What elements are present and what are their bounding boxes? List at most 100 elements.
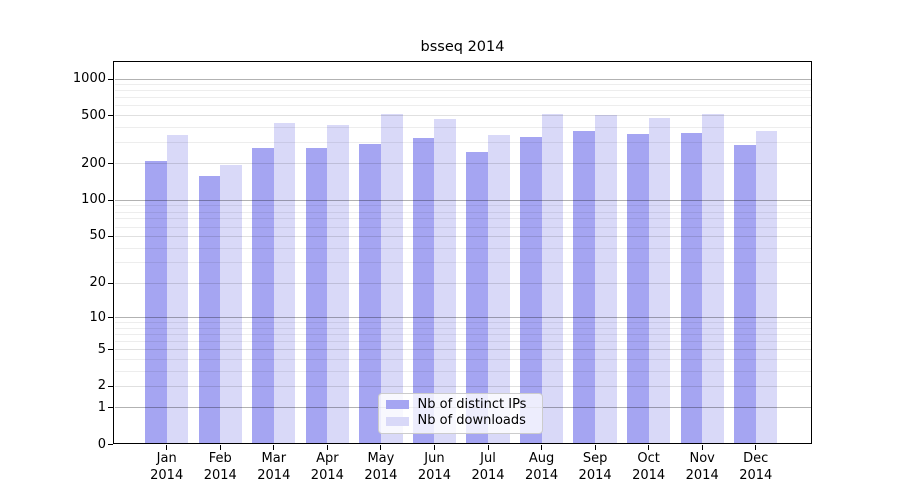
x-tick-mark bbox=[380, 444, 382, 450]
x-tick-month: Jul bbox=[480, 451, 496, 466]
y-tick-mark bbox=[108, 349, 113, 351]
x-tick-mark bbox=[487, 444, 489, 450]
bar-distinct-ips-jan bbox=[145, 161, 167, 445]
bar-distinct-ips-oct bbox=[626, 134, 649, 445]
x-tick-month: Mar bbox=[261, 451, 287, 466]
x-tick-mark bbox=[648, 444, 650, 450]
y-tick-mark bbox=[108, 317, 113, 319]
bar-distinct-ips-mar bbox=[252, 148, 274, 445]
y-tick-mark bbox=[108, 78, 113, 80]
y-tick-label: 200 bbox=[81, 155, 106, 171]
x-tick-year: 2014 bbox=[150, 467, 184, 483]
x-tick-year: 2014 bbox=[739, 467, 773, 483]
x-tick-year: 2014 bbox=[578, 467, 612, 483]
bar-downloads-aug bbox=[541, 114, 564, 445]
bar-distinct-ips-sep bbox=[573, 130, 596, 445]
y-tick-label: 100 bbox=[81, 192, 106, 208]
x-tick-mark bbox=[326, 444, 328, 450]
x-tick-month: Nov bbox=[689, 451, 715, 466]
bar-distinct-ips-jun bbox=[412, 137, 435, 445]
x-tick-month: Dec bbox=[743, 451, 769, 466]
x-tick-mark bbox=[273, 444, 275, 450]
x-tick-year: 2014 bbox=[364, 467, 398, 483]
x-tick-mark bbox=[219, 444, 221, 450]
gridline-decade bbox=[114, 78, 812, 80]
legend-swatch-downloads bbox=[385, 416, 409, 426]
y-tick-label: 2 bbox=[97, 378, 106, 394]
y-tick-mark bbox=[108, 444, 113, 445]
x-tick-year: 2014 bbox=[310, 467, 344, 483]
gridline-minor bbox=[114, 90, 812, 92]
x-tick-year: 2014 bbox=[471, 467, 505, 483]
x-tick-year: 2014 bbox=[203, 467, 237, 483]
x-tick-month: Jan bbox=[156, 451, 177, 466]
y-tick-label: 20 bbox=[89, 275, 106, 291]
y-tick-mark bbox=[108, 407, 113, 409]
bar-downloads-may bbox=[380, 114, 403, 445]
bar-distinct-ips-may bbox=[359, 144, 381, 445]
x-tick-year: 2014 bbox=[632, 467, 666, 483]
gridline-minor bbox=[114, 97, 812, 99]
bar-distinct-ips-aug bbox=[519, 136, 542, 445]
bar-downloads-jul bbox=[488, 135, 510, 445]
bar-distinct-ips-apr bbox=[305, 148, 328, 445]
x-tick-mark bbox=[755, 444, 757, 450]
x-tick-month: May bbox=[367, 451, 395, 466]
legend-label-downloads: Nb of downloads bbox=[417, 413, 526, 429]
x-tick-label: Sep 2014 bbox=[562, 451, 628, 484]
x-tick-mark bbox=[433, 444, 435, 450]
bar-downloads-jun bbox=[434, 119, 457, 445]
bar-downloads-mar bbox=[273, 122, 296, 445]
x-tick-label: Jul 2014 bbox=[455, 451, 521, 484]
y-tick-label: 10 bbox=[89, 309, 106, 325]
bar-downloads-feb bbox=[220, 165, 242, 445]
y-tick-mark bbox=[108, 385, 113, 387]
y-tick-mark bbox=[108, 163, 113, 165]
x-tick-month: Jun bbox=[424, 451, 445, 466]
chart-title: bsseq 2014 bbox=[420, 39, 505, 55]
y-tick-label: 500 bbox=[81, 107, 106, 123]
x-tick-year: 2014 bbox=[417, 467, 451, 483]
y-tick-mark bbox=[108, 115, 113, 117]
bar-downloads-dec bbox=[755, 130, 778, 445]
x-tick-label: Mar 2014 bbox=[241, 451, 307, 484]
legend-item-downloads: Nb of downloads bbox=[385, 413, 542, 429]
x-tick-label: Dec 2014 bbox=[723, 451, 789, 484]
x-tick-month: Aug bbox=[528, 451, 555, 466]
y-tick-label: 5 bbox=[97, 341, 106, 357]
x-tick-label: Apr 2014 bbox=[294, 451, 360, 484]
x-tick-mark bbox=[166, 444, 168, 450]
bar-distinct-ips-dec bbox=[734, 145, 756, 445]
y-tick-mark bbox=[108, 282, 113, 284]
bar-downloads-apr bbox=[327, 124, 350, 445]
bar-downloads-sep bbox=[595, 114, 617, 445]
bar-downloads-nov bbox=[702, 114, 724, 445]
x-tick-mark bbox=[541, 444, 543, 450]
x-tick-label: Nov 2014 bbox=[669, 451, 735, 484]
x-tick-label: Jan 2014 bbox=[134, 451, 200, 484]
x-tick-mark bbox=[701, 444, 703, 450]
x-tick-year: 2014 bbox=[685, 467, 719, 483]
gridline-minor bbox=[114, 84, 812, 86]
y-tick-label: 1 bbox=[97, 399, 106, 415]
gridline-minor bbox=[114, 105, 812, 107]
bar-downloads-jan bbox=[166, 135, 189, 445]
x-tick-month: Oct bbox=[637, 451, 660, 466]
y-tick-mark bbox=[108, 235, 113, 237]
x-tick-label: Aug 2014 bbox=[509, 451, 575, 484]
x-tick-mark bbox=[594, 444, 596, 450]
legend-item-distinct-ips: Nb of distinct IPs bbox=[385, 397, 542, 412]
x-tick-month: Sep bbox=[582, 451, 608, 466]
bar-distinct-ips-jul bbox=[466, 152, 488, 445]
bar-distinct-ips-feb bbox=[198, 175, 221, 445]
y-tick-label: 50 bbox=[89, 228, 106, 244]
bar-downloads-oct bbox=[648, 118, 671, 445]
x-tick-label: Oct 2014 bbox=[616, 451, 682, 484]
x-tick-label: Jun 2014 bbox=[401, 451, 467, 484]
y-tick-mark bbox=[108, 199, 113, 201]
legend: Nb of distinct IPs Nb of downloads bbox=[377, 392, 543, 434]
y-tick-label: 0 bbox=[97, 436, 106, 452]
legend-swatch-distinct-ips bbox=[385, 400, 409, 410]
bar-distinct-ips-nov bbox=[680, 132, 703, 445]
